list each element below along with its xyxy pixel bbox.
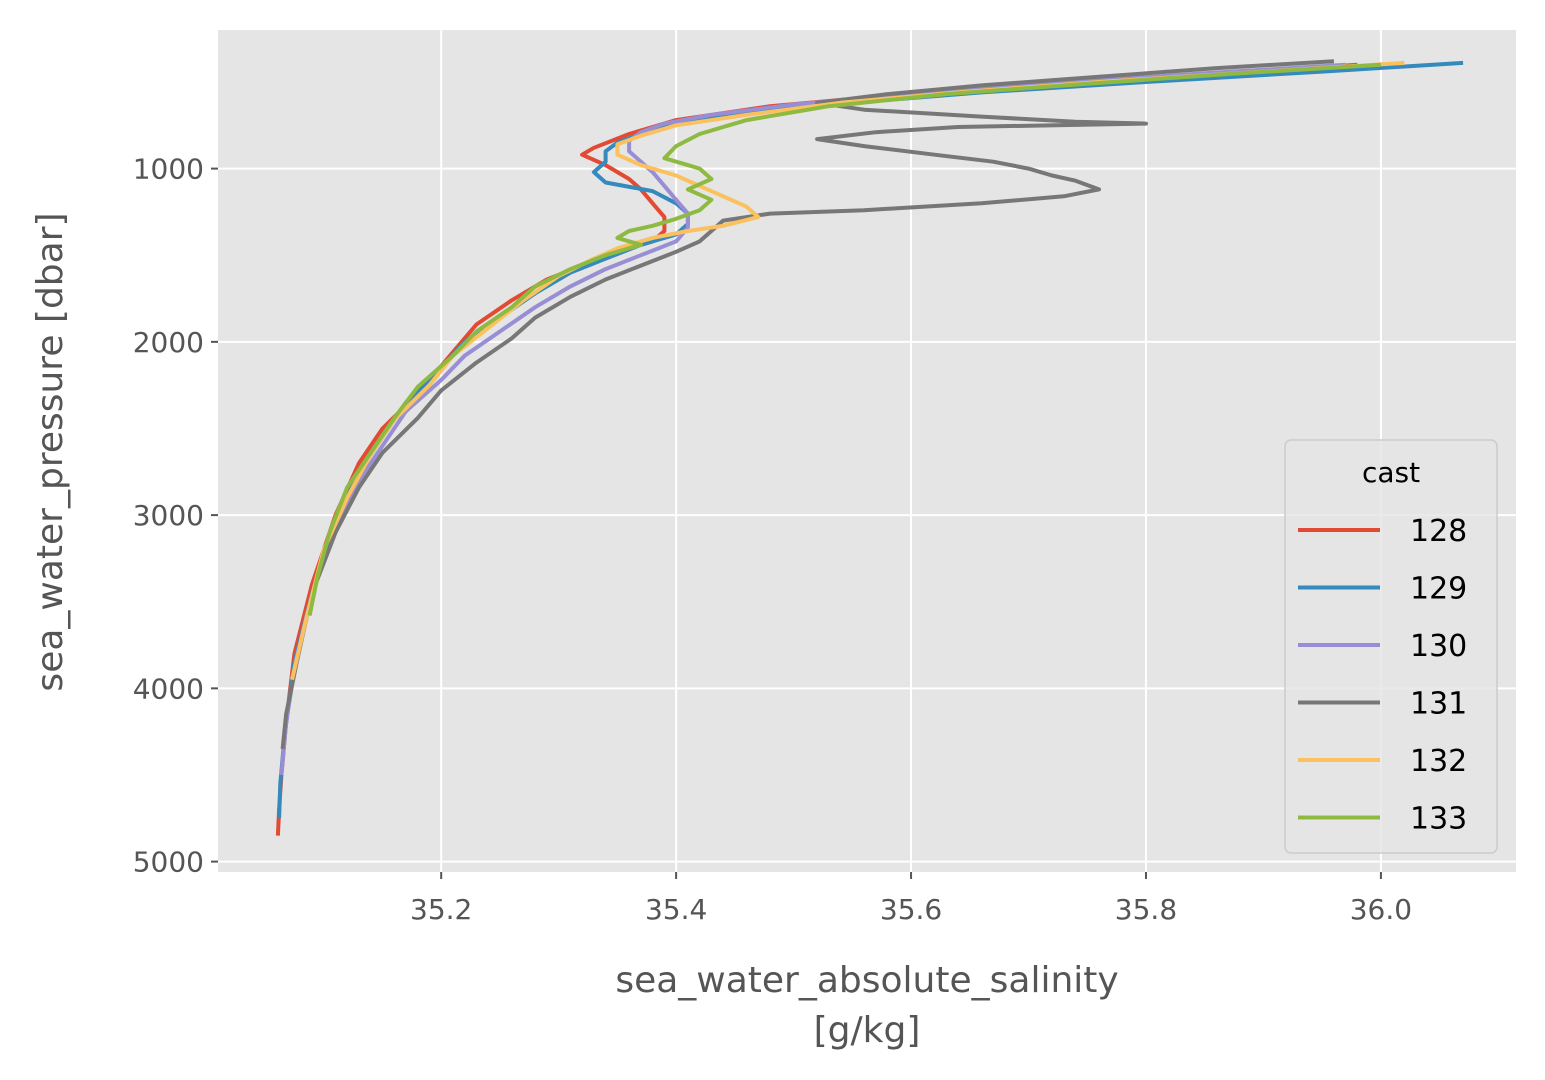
legend-title: cast bbox=[1362, 456, 1420, 489]
y-tick-label: 5000 bbox=[133, 846, 204, 879]
series-lines bbox=[275, 59, 1464, 836]
x-axis-label: sea_water_absolute_salinity bbox=[615, 960, 1118, 1001]
legend-label-128: 128 bbox=[1410, 514, 1467, 549]
series-line-131 bbox=[280, 59, 1335, 750]
series-line-130 bbox=[279, 62, 1346, 776]
x-tick-label: 35.2 bbox=[410, 893, 472, 926]
y-tick-label: 4000 bbox=[133, 672, 204, 705]
grid-lines bbox=[218, 30, 1516, 872]
legend-label-133: 133 bbox=[1410, 802, 1467, 837]
legend-items: 128 129 130 131 132 133 bbox=[1298, 514, 1467, 837]
legend-box bbox=[1284, 439, 1498, 854]
x-tick-label: 35.8 bbox=[1115, 893, 1177, 926]
x-tick-label: 35.6 bbox=[880, 893, 942, 926]
legend-label-131: 131 bbox=[1410, 687, 1467, 722]
x-tick-label: 36.0 bbox=[1350, 893, 1412, 926]
series-line-132 bbox=[290, 60, 1405, 681]
legend: cast 128 129 130 131 132 133 bbox=[1284, 439, 1498, 854]
axis-ticks: 35.2 35.4 35.6 35.8 36.0 1000 2000 3000 4000 5000 bbox=[133, 153, 1412, 926]
legend-label-130: 130 bbox=[1410, 629, 1467, 664]
legend-label-132: 132 bbox=[1410, 744, 1467, 779]
y-tick-label: 1000 bbox=[133, 153, 204, 186]
x-tick-label: 35.4 bbox=[645, 893, 707, 926]
legend-label-129: 129 bbox=[1410, 572, 1467, 607]
x-axis-unit: [g/kg] bbox=[814, 1010, 921, 1051]
y-tick-label: 3000 bbox=[133, 499, 204, 532]
series-line-133 bbox=[307, 62, 1382, 617]
y-axis-label: sea_water_pressure [dbar] bbox=[30, 212, 71, 691]
y-tick-label: 2000 bbox=[133, 326, 204, 359]
